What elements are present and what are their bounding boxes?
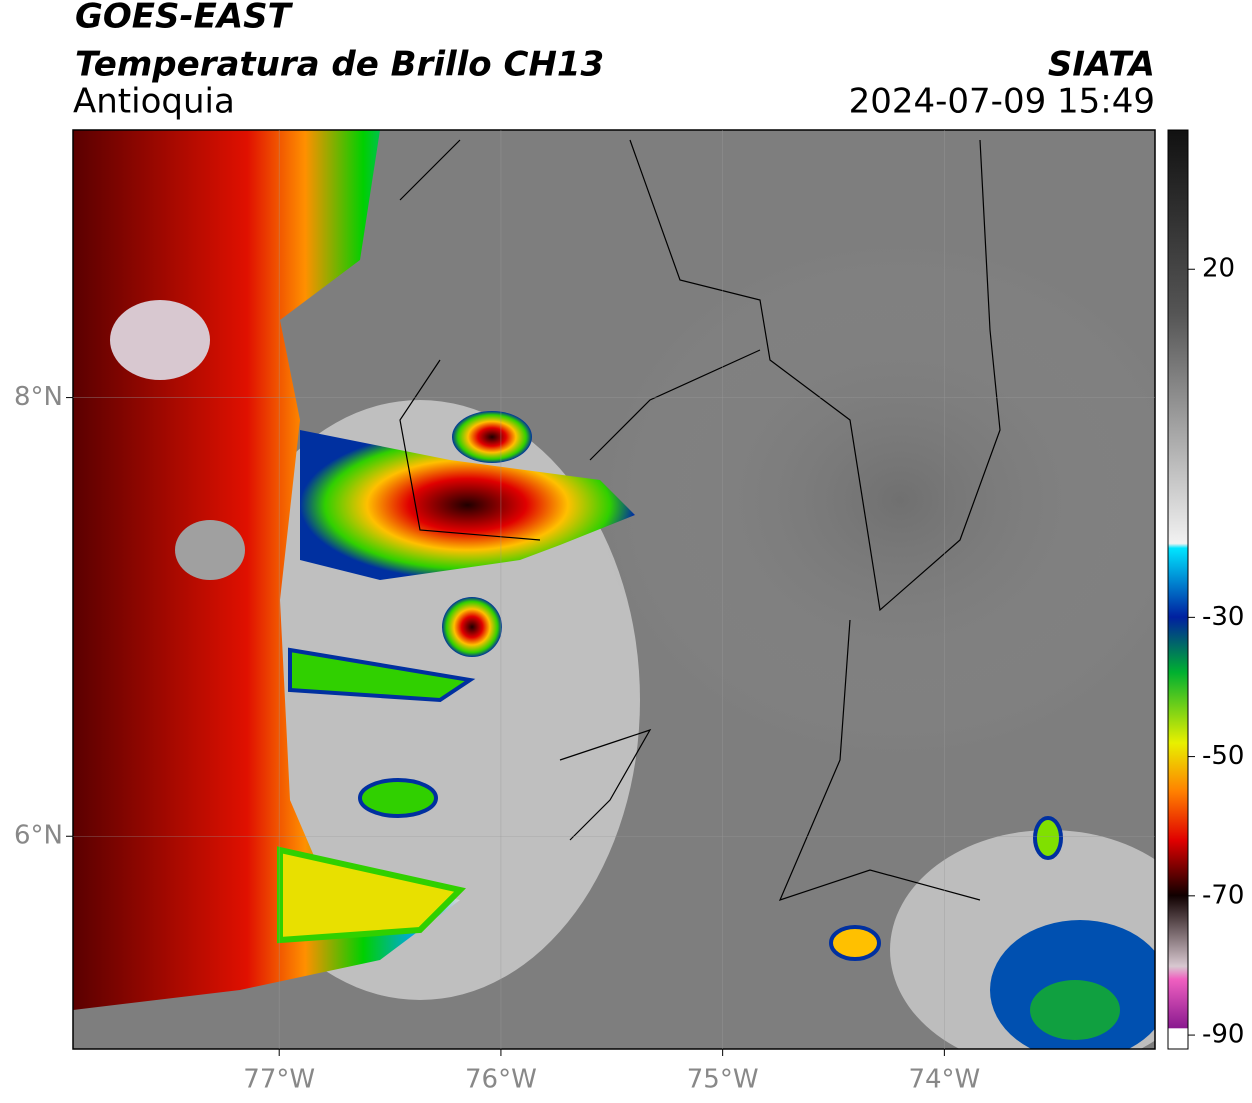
source: SIATA <box>1048 45 1155 85</box>
x-tick-label: 75°W <box>687 1065 759 1095</box>
title: GOES-EAST <box>75 0 294 37</box>
colorbar <box>1167 129 1189 1050</box>
x-tick-label: 74°W <box>908 1065 980 1095</box>
satellite-image <box>73 130 1155 1049</box>
map-frame <box>72 129 1156 1050</box>
subtitle: Temperatura de Brillo CH13 <box>75 45 604 85</box>
region: Antioquia <box>73 82 235 122</box>
colorbar-label: -30 <box>1202 602 1244 632</box>
colorbar-label: -70 <box>1202 880 1244 910</box>
y-tick-label: 6°N <box>14 821 63 851</box>
colorbar-label: -50 <box>1202 741 1244 771</box>
timestamp: 2024-07-09 15:49 <box>849 82 1155 122</box>
colorbar-label: 20 <box>1202 254 1235 284</box>
x-tick-label: 76°W <box>465 1065 537 1095</box>
colorbar-label: -90 <box>1202 1020 1244 1050</box>
x-tick-label: 77°W <box>243 1065 315 1095</box>
y-tick-label: 8°N <box>14 382 63 412</box>
